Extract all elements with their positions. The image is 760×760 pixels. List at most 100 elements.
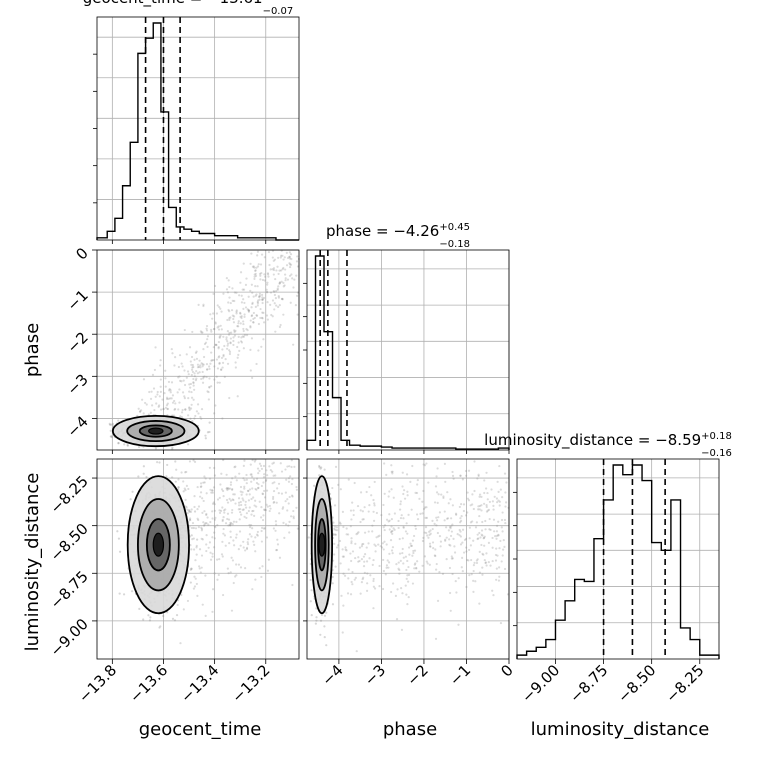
sample-point (214, 322, 217, 325)
sample-point (375, 511, 378, 515)
sample-point (239, 312, 242, 315)
sample-point (166, 407, 169, 411)
sample-point (347, 568, 350, 571)
sample-point (211, 489, 214, 492)
sample-point (279, 269, 283, 272)
sample-point (448, 525, 452, 529)
sample-point (271, 268, 274, 271)
sample-point (385, 566, 388, 569)
sample-point (381, 542, 384, 545)
sample-point (416, 478, 419, 482)
sample-point (206, 390, 209, 393)
sample-point (148, 619, 152, 622)
sample-point (161, 398, 164, 401)
sample-point (266, 273, 270, 276)
sample-point (382, 526, 385, 529)
sample-point (229, 342, 232, 345)
sample-point (451, 474, 455, 477)
sample-point (173, 399, 176, 403)
sample-point (410, 544, 414, 548)
sample-point (242, 262, 245, 265)
sample-point (208, 365, 211, 368)
sample-point (215, 358, 219, 361)
sample-point (248, 523, 251, 527)
sample-point (188, 346, 192, 349)
sample-point (229, 316, 232, 319)
sample-point (339, 522, 342, 525)
sample-point (232, 539, 235, 542)
sample-point (277, 305, 280, 309)
sample-point (204, 437, 207, 440)
sample-point (405, 568, 408, 572)
sample-point (425, 560, 428, 563)
sample-point (268, 504, 271, 508)
sample-point (276, 487, 279, 490)
sample-point (226, 291, 230, 294)
sample-point (500, 518, 504, 522)
sample-point (483, 544, 486, 547)
sample-point (283, 536, 286, 539)
sample-point (288, 251, 291, 254)
sample-point (245, 493, 248, 496)
sample-point (274, 523, 278, 526)
sample-point (279, 323, 282, 327)
sample-point (280, 470, 284, 473)
sample-point (249, 319, 252, 322)
sample-point (291, 495, 294, 498)
sample-point (474, 580, 477, 583)
sample-point (372, 585, 375, 588)
sample-point (118, 592, 121, 595)
sample-point (496, 501, 499, 504)
sample-point (258, 272, 262, 275)
sample-point (183, 397, 186, 400)
sample-point (405, 577, 408, 580)
sample-point (350, 537, 353, 540)
sample-point (260, 529, 263, 533)
sample-point (394, 594, 397, 597)
sample-point (225, 473, 228, 476)
sample-point (213, 365, 216, 368)
sample-point (221, 518, 224, 521)
sample-point (268, 263, 271, 267)
sample-point (485, 552, 488, 555)
sample-point (460, 566, 463, 569)
sample-point (205, 513, 208, 517)
hist-geocent_time-title: geocent_time = −13.61+0.07 (83, 0, 293, 8)
sample-point (182, 608, 185, 611)
sample-point (153, 408, 156, 412)
sample-point (363, 560, 366, 563)
sample-point (333, 504, 337, 507)
sample-point (250, 475, 254, 478)
sample-point (359, 592, 362, 595)
scatter-geocent_time-vs-luminosity_distance-frame (96, 458, 300, 660)
sample-point (260, 253, 264, 256)
sample-point (201, 370, 204, 374)
sample-point (398, 508, 402, 511)
sample-point (174, 356, 177, 359)
sample-point (239, 544, 242, 547)
sample-point (209, 558, 213, 561)
sample-point (221, 593, 225, 597)
sample-point (198, 565, 201, 568)
sample-point (181, 391, 185, 394)
sample-point (422, 536, 425, 539)
sample-point (194, 527, 198, 530)
sample-point (258, 296, 261, 299)
sample-point (264, 479, 267, 483)
sample-point (126, 444, 129, 447)
sample-point (401, 547, 404, 551)
sample-point (191, 538, 194, 541)
sample-point (390, 470, 393, 473)
sample-point (189, 417, 192, 420)
sample-point (255, 488, 258, 491)
x-axis-label-geocent-time: geocent_time (139, 719, 262, 740)
sample-point (333, 533, 336, 536)
sample-point (253, 514, 256, 517)
sample-point (369, 574, 372, 577)
sample-point (392, 496, 395, 499)
sample-point (153, 368, 157, 372)
sample-point (232, 315, 236, 318)
sample-point (443, 462, 447, 465)
sample-point (334, 533, 337, 536)
sample-point (271, 256, 274, 259)
